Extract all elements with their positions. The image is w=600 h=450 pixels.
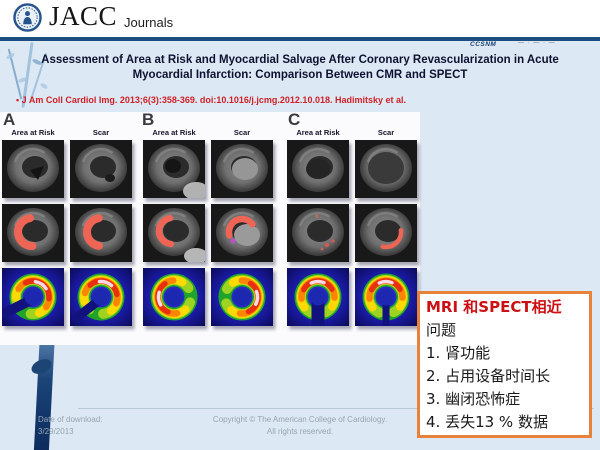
cmr-red-image-c-area bbox=[287, 204, 349, 262]
copyright-line2: All rights reserved. bbox=[266, 427, 334, 437]
panel-c-letter: C bbox=[288, 110, 301, 129]
annotation-item-3: 3. 幽闭恐怖症 bbox=[426, 390, 521, 408]
spect-image-a-area bbox=[2, 268, 64, 326]
cmr-spect-figure: A B C Area at Risk Scar Area at Risk Sca… bbox=[0, 110, 420, 345]
journal-logo-suffix: Journals bbox=[124, 15, 174, 30]
cmr-red-image-b-scar bbox=[211, 204, 273, 262]
cmr-red-image-a-scar bbox=[70, 204, 132, 262]
download-date-label: Date of download: bbox=[38, 415, 103, 424]
footer-divider bbox=[78, 408, 594, 409]
panel-a-area-label: Area at Risk bbox=[11, 128, 55, 137]
spect-image-c-scar bbox=[355, 268, 417, 326]
copyright-line1: Copyright © The American College of Card… bbox=[212, 415, 388, 424]
corner-watermark: CCSNM bbox=[470, 41, 497, 48]
panel-b-letter: B bbox=[142, 110, 155, 129]
annotation-heading: MRI 和SPECT相近 bbox=[426, 298, 562, 316]
slide-title: Assessment of Area at Risk and Myocardia… bbox=[41, 54, 559, 82]
journal-logo-text: JACC bbox=[49, 1, 118, 31]
cmr-red-image-b-area bbox=[143, 204, 205, 262]
copyright-block: Copyright © The American College of Card… bbox=[150, 414, 450, 439]
journal-header: JACC Journals bbox=[0, 0, 600, 41]
panel-a-letter: A bbox=[3, 110, 16, 129]
cmr-image-c-area bbox=[287, 140, 349, 198]
panel-c-scar-label: Scar bbox=[377, 128, 395, 137]
annotation-item-2: 2. 占用设备时间长 bbox=[426, 367, 551, 385]
cmr-image-b-area bbox=[143, 140, 205, 198]
cmr-red-image-a-area bbox=[2, 204, 64, 262]
panel-a-scar-label: Scar bbox=[92, 128, 110, 137]
spect-image-c-area bbox=[287, 268, 349, 326]
cmr-image-a-scar bbox=[70, 140, 132, 198]
download-date-value: 3/29/2013 bbox=[38, 427, 74, 437]
cmr-image-b-scar bbox=[211, 140, 273, 198]
acc-seal-icon bbox=[13, 3, 42, 32]
download-date-block: Date of download: 3/29/2013 bbox=[38, 414, 103, 439]
citation-reference: • J Am Coll Cardiol Img. 2013;6(3):358-3… bbox=[16, 95, 406, 105]
spect-image-b-scar bbox=[211, 268, 273, 326]
spect-image-b-area bbox=[143, 268, 205, 326]
cmr-red-image-c-scar bbox=[355, 204, 417, 262]
cmr-image-c-scar bbox=[355, 140, 417, 198]
annotation-item-4: 4. 丢失13 % 数据 bbox=[426, 413, 548, 431]
annotation-box: MRI 和SPECT相近 问题 1. 肾功能 2. 占用设备时间长 3. 幽闭恐… bbox=[417, 291, 592, 438]
annotation-item-1: 1. 肾功能 bbox=[426, 344, 491, 362]
corner-watermark-dashes: — · — · — bbox=[518, 40, 556, 46]
annotation-subheading: 问题 bbox=[426, 321, 457, 339]
panel-b-area-label: Area at Risk bbox=[152, 128, 196, 137]
spect-image-a-scar bbox=[70, 268, 132, 326]
panel-b-scar-label: Scar bbox=[233, 128, 251, 137]
cmr-image-a-area bbox=[2, 140, 64, 198]
panel-c-area-label: Area at Risk bbox=[296, 128, 340, 137]
